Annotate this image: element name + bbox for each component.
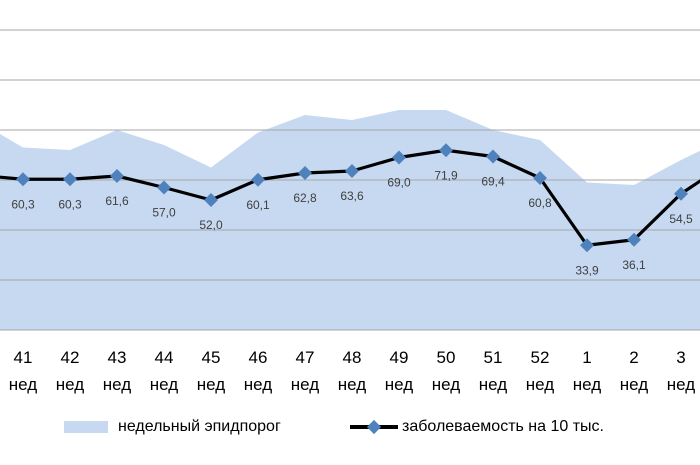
data-label: 69,4	[481, 175, 505, 189]
data-label: 61,6	[105, 194, 129, 208]
data-label: 54,5	[669, 212, 693, 226]
data-label: 36,1	[622, 258, 646, 272]
x-tick-label: 2	[629, 348, 638, 367]
data-point	[533, 171, 547, 185]
x-tick-label: нед	[385, 375, 413, 394]
x-tick-label: нед	[479, 375, 507, 394]
data-point	[298, 166, 312, 180]
x-tick-label: нед	[432, 375, 460, 394]
data-label: 62,8	[293, 191, 317, 205]
chart: 60,3 60,3 61,6 57,0 52,0 60,1 62,8 63,6 69,0 71,9…	[0, 29, 700, 394]
x-tick-label: нед	[56, 375, 84, 394]
x-tick-label: 45	[202, 348, 221, 367]
x-tick-label: 42	[61, 348, 80, 367]
legend: недельный эпидпорог заболеваемость на 10…	[0, 410, 700, 450]
data-label: 60,3	[11, 197, 35, 211]
x-tick-label: нед	[573, 375, 601, 394]
data-label: 52,0	[199, 218, 223, 232]
x-tick-label: 1	[582, 348, 591, 367]
x-tick-label: 49	[390, 348, 409, 367]
x-tick-label: 50	[437, 348, 456, 367]
data-point	[580, 238, 594, 253]
legend-label-incidence: заболеваемость на 10 тыс.	[402, 418, 604, 435]
x-tick-label: нед	[526, 375, 554, 394]
data-point	[16, 172, 30, 187]
data-point	[110, 169, 124, 183]
data-label: 33,9	[575, 263, 599, 277]
x-tick-label: нед	[291, 375, 319, 394]
data-label: 63,6	[340, 189, 364, 203]
x-tick-label: нед	[150, 375, 178, 394]
x-tick-label: 47	[296, 348, 315, 367]
legend-area-swatch	[64, 421, 108, 433]
x-tick-label: нед	[667, 375, 695, 394]
threshold-area	[0, 110, 700, 330]
data-point	[251, 172, 265, 187]
legend-label-threshold: недельный эпидпорог	[118, 418, 281, 435]
data-label: 69,0	[387, 176, 411, 190]
x-tick-label: 41	[14, 348, 33, 367]
x-tick-label: 3	[676, 348, 685, 367]
data-label: 71,9	[434, 168, 458, 182]
data-point	[204, 193, 218, 207]
x-tick-label: нед	[338, 375, 366, 394]
legend-item-incidence: заболеваемость на 10 тыс.	[350, 418, 604, 436]
x-tick-label: 44	[155, 348, 174, 367]
data-point	[439, 143, 453, 158]
data-label: 57,0	[152, 206, 176, 220]
x-tick-label: нед	[620, 375, 648, 394]
x-tick-label: нед	[197, 375, 225, 394]
x-tick-label: нед	[103, 375, 131, 394]
data-point	[392, 150, 406, 165]
x-tick-label: нед	[244, 375, 272, 394]
data-point	[486, 149, 500, 164]
x-tick-label: 43	[108, 348, 127, 367]
x-tick-label: 48	[343, 348, 362, 367]
data-point	[627, 232, 641, 247]
data-label: 60,1	[246, 198, 270, 212]
legend-item-threshold: недельный эпидпорог	[64, 418, 281, 436]
data-point	[345, 164, 359, 178]
data-label: 60,3	[58, 197, 82, 211]
x-tick-label: 51	[484, 348, 503, 367]
x-tick-label: 52	[531, 348, 550, 367]
diamond-marker-icon	[366, 419, 382, 435]
x-tick-label: 46	[249, 348, 268, 367]
data-label: 60,8	[528, 196, 552, 210]
x-tick-label: нед	[9, 375, 37, 394]
data-point	[63, 172, 77, 187]
legend-line-swatch	[350, 419, 398, 435]
data-point	[157, 180, 171, 195]
data-point	[674, 186, 688, 201]
